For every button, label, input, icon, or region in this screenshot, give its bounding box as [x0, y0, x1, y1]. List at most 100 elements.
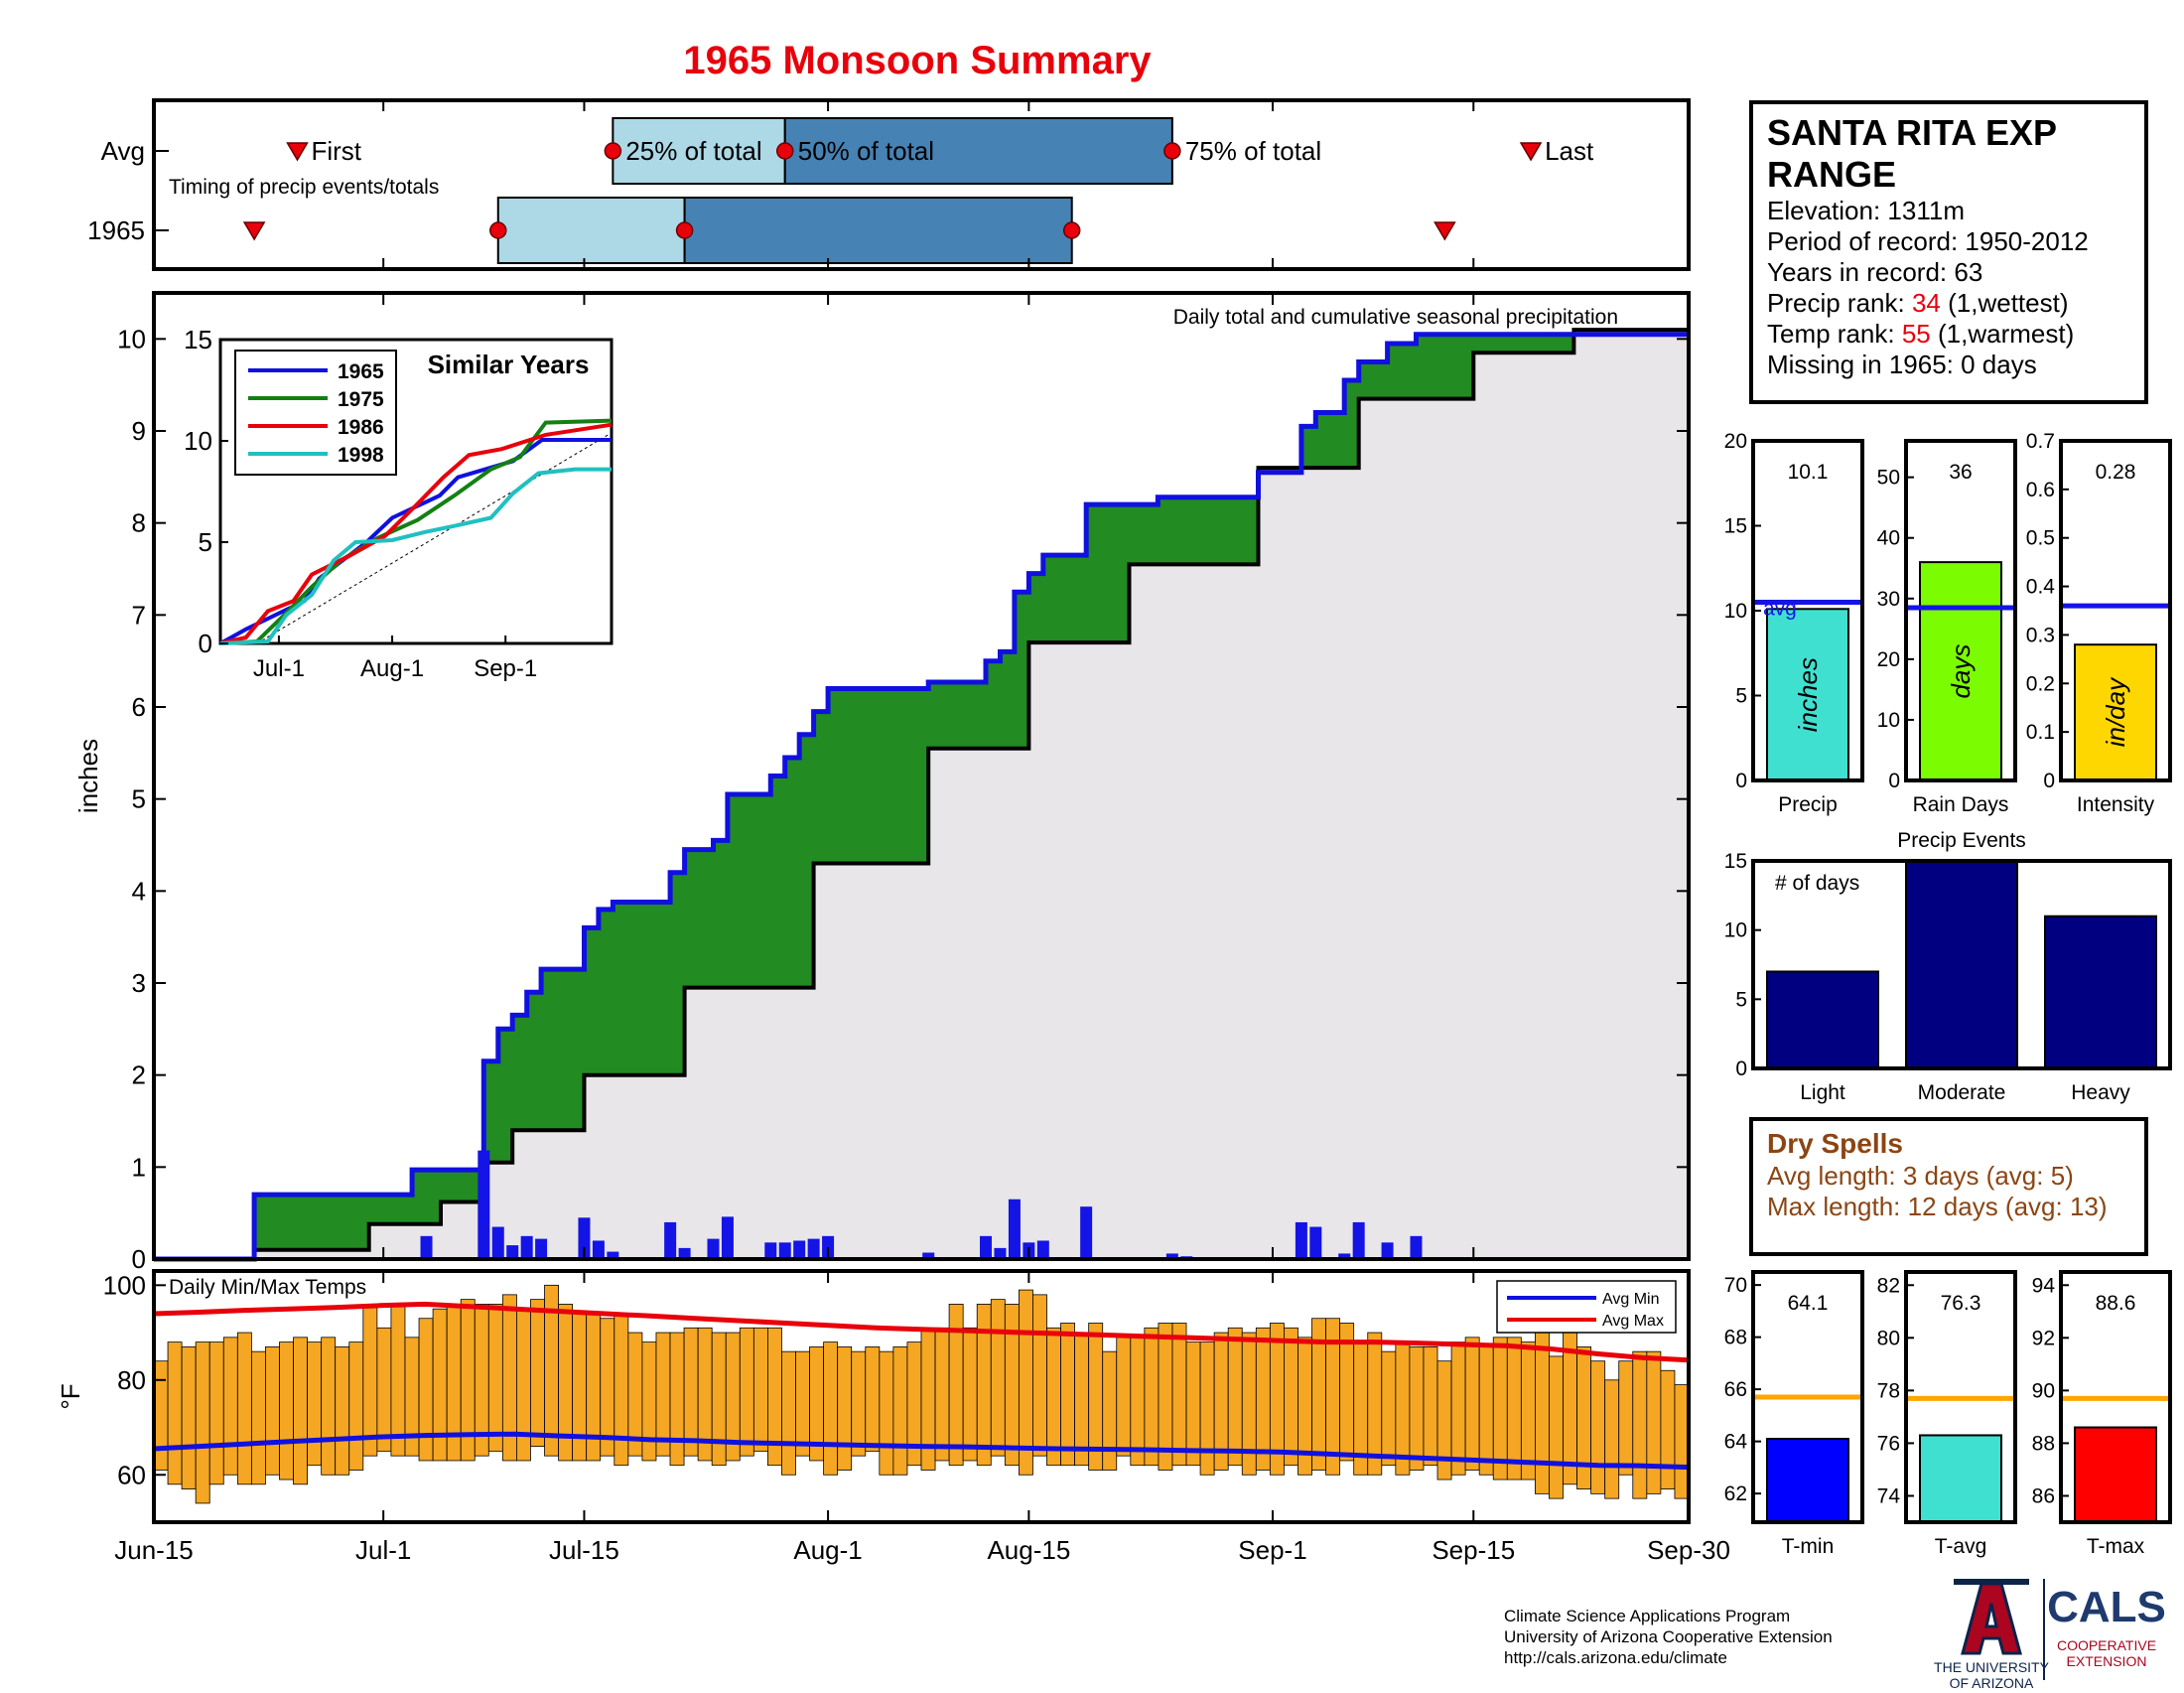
dry-spells-title: Dry Spells [1767, 1128, 1903, 1159]
daily-temp-range-bar [181, 1345, 197, 1489]
station-years: Years in record: 63 [1767, 257, 1983, 287]
intensity-y-tick-label: 0.7 [2026, 430, 2055, 453]
tavg-value-label: 76.3 [1941, 1292, 1981, 1315]
inset-series-line-1986 [219, 422, 613, 645]
daily-temp-range-bar [795, 1350, 810, 1457]
daily-temp-range-bar [208, 1341, 224, 1485]
timing-marker-year-p75 [1062, 221, 1081, 239]
daily-temp-range-bar [487, 1304, 503, 1452]
precip-y-tick-label: 7 [132, 600, 146, 630]
precip-total-y-tick-label: 10 [1724, 600, 1747, 623]
dry-spells-box: Dry Spells Avg length: 3 days (avg: 5) M… [1749, 1117, 2148, 1256]
daily-precip-bar [678, 1247, 691, 1259]
daily-temp-range-bar [739, 1327, 754, 1457]
inset-x-tick-label: Aug-1 [360, 655, 424, 682]
daily-precip-bar [1295, 1221, 1307, 1259]
tmax-bar [2074, 1426, 2157, 1523]
tavg-y-tick-label: 74 [1877, 1484, 1901, 1507]
events-frame [1751, 859, 2172, 1070]
timing-label-first: First [311, 136, 361, 166]
daily-temp-range-bar [1506, 1337, 1522, 1481]
events-category-label: Heavy [2071, 1081, 2130, 1104]
daily-temp-range-bar [195, 1341, 210, 1504]
daily-temp-range-bar [962, 1327, 978, 1462]
inset-y-tick-label: 15 [184, 325, 212, 354]
credits: Climate Science Applications Program Uni… [1504, 1606, 1833, 1668]
tavg-y-tick-label: 76 [1877, 1432, 1900, 1455]
precip-y-tick-label: 2 [132, 1060, 146, 1090]
station-name-line2: RANGE [1767, 154, 1897, 195]
temp-rank-label: Temp rank: [1767, 319, 1895, 349]
x-tick-label: Aug-15 [987, 1535, 1070, 1565]
daily-temp-range-bar [1549, 1355, 1564, 1499]
similar-years-inset: 0 5 10 15 Jul-1 Aug-1 Sep-1 1965 1975 1986 1998 Sim… [184, 325, 614, 682]
events-y-label: # of days [1775, 872, 1859, 895]
ua-a-logo [1961, 1582, 2022, 1655]
rain-days-y-tick-label: 0 [1888, 770, 1900, 792]
intensity-unit-label: in/day [2101, 676, 2130, 747]
daily-temp-range-bar [1060, 1323, 1075, 1467]
daily-temp-range-bar [1576, 1345, 1592, 1489]
daily-temp-range-bar [892, 1345, 908, 1476]
precip-y-tick-label: 9 [132, 416, 146, 446]
timing-marker-avg-p75 [1163, 142, 1181, 160]
tmax-axis-label: T-max [2087, 1535, 2145, 1558]
precip-events-chart: Precip Events Light Moderate Heavy 0 5 10 15 # o… [1724, 829, 2172, 1104]
daily-precip-bar [535, 1238, 548, 1259]
intensity-y-tick-label: 0 [2043, 770, 2055, 792]
daily-precip-bar [1165, 1253, 1178, 1259]
daily-temp-range-bar [1409, 1345, 1425, 1471]
daily-temp-range-bar [1102, 1350, 1118, 1471]
credits-line2: University of Arizona Cooperative Extens… [1504, 1627, 1833, 1646]
daily-precip-bar [807, 1238, 820, 1259]
temps-y-tick-label: 100 [103, 1270, 146, 1300]
timing-marker-avg-p50 [775, 142, 794, 160]
precip-y-tick-label: 3 [132, 968, 146, 998]
daily-precip-bar [1338, 1253, 1351, 1259]
daily-temp-range-bar [1618, 1360, 1634, 1476]
timing-caption: Timing of precip events/totals [169, 176, 439, 199]
cals-logo-line2: EXTENSION [2067, 1653, 2147, 1669]
daily-temp-range-bar [879, 1350, 894, 1476]
tmax-y-tick-label: 92 [2032, 1327, 2055, 1349]
timing-label-p50: 50% of total [798, 136, 934, 166]
daily-temp-range-bar [1632, 1350, 1648, 1499]
daily-temp-range-bar [1423, 1345, 1438, 1467]
daily-temp-range-bar [348, 1341, 364, 1471]
dry-spells-max-length: Max length: 12 days (avg: 13) [1767, 1192, 2108, 1221]
tmin-axis-label: T-min [1782, 1535, 1835, 1558]
daily-precip-bar [520, 1235, 533, 1259]
precip-y-tick-label: 5 [132, 784, 146, 814]
precip-rank-value: 34 [1911, 288, 1941, 318]
station-precip-rank: Precip rank: 34 (1,wettest) [1767, 288, 2144, 319]
x-tick-label: Sep-30 [1647, 1535, 1730, 1565]
tmin-bar [1766, 1438, 1849, 1523]
rain-days-axis-label: Rain Days [1913, 793, 2009, 816]
inset-title: Similar Years [428, 350, 590, 379]
daily-temp-range-bar [432, 1308, 448, 1462]
timing-marker-year-p50 [675, 221, 694, 239]
rain-days-y-tick-label: 30 [1877, 588, 1900, 611]
precip-total-y-tick-label: 15 [1724, 515, 1747, 538]
precip-y-tick-label: 4 [132, 876, 146, 906]
daily-temp-range-bar [167, 1341, 183, 1485]
daily-precip-bar [707, 1238, 720, 1259]
daily-precip-bar [1008, 1199, 1021, 1259]
intensity-y-tick-label: 0.6 [2026, 479, 2055, 501]
daily-temp-range-bar [1046, 1327, 1061, 1467]
precip-y-axis-label: inches [73, 739, 103, 813]
daily-temp-range-bar [153, 1360, 169, 1471]
timing-row-label-year: 1965 [87, 215, 145, 245]
cals-logo: CALS [2047, 1583, 2166, 1631]
temps-y-tick-label: 80 [117, 1365, 146, 1395]
precip-total-y-tick-label: 0 [1735, 770, 1747, 792]
station-elevation: Elevation: 1311m [1767, 196, 1965, 225]
daily-precip-bar [478, 1150, 490, 1259]
precip-total-bar [1766, 608, 1849, 781]
events-bar-light [1766, 970, 1879, 1070]
rain-days-y-tick-label: 40 [1877, 527, 1900, 550]
tmin-frame [1751, 1270, 1864, 1524]
timing-triangle-year-first [242, 221, 266, 241]
precip-total-y-tick-label: 5 [1735, 685, 1747, 708]
